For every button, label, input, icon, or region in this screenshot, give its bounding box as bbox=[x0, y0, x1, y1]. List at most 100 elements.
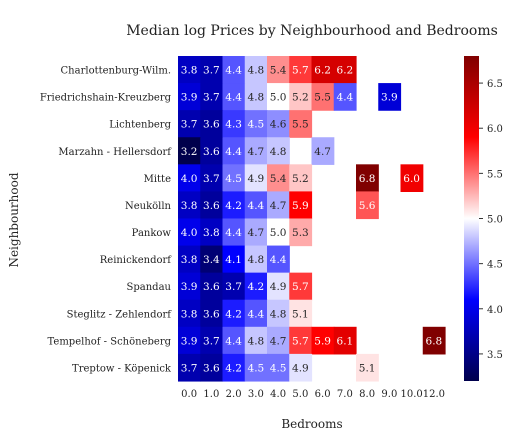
x-tick-label: 2.0 bbox=[226, 389, 242, 400]
cell-value-label: 5.2 bbox=[292, 173, 309, 185]
cell-value-label: 5.7 bbox=[292, 281, 309, 293]
cell-value-label: 5.7 bbox=[292, 335, 309, 347]
cell-value-label: 3.6 bbox=[203, 362, 220, 374]
cell-value-label: 4.8 bbox=[248, 65, 265, 77]
cell-value-label: 4.4 bbox=[225, 227, 242, 239]
cell-value-label: 3.6 bbox=[203, 200, 220, 212]
cell-value-label: 5.0 bbox=[270, 227, 287, 239]
x-tick-label: 10.0 bbox=[400, 389, 422, 400]
cell-value-label: 3.7 bbox=[203, 335, 220, 347]
cell-value-label: 4.7 bbox=[248, 227, 265, 239]
cell-value-label: 4.4 bbox=[225, 92, 242, 104]
cell-value-label: 3.8 bbox=[203, 227, 220, 239]
cell-value-label: 4.5 bbox=[248, 362, 265, 374]
x-tick-label: 9.0 bbox=[381, 389, 397, 400]
y-tick-label: Spandau bbox=[127, 282, 172, 293]
cell-value-label: 3.7 bbox=[203, 92, 220, 104]
cell-value-label: 4.4 bbox=[270, 254, 287, 266]
y-tick-label: Marzahn - Hellersdorf bbox=[58, 147, 172, 158]
y-tick-label: Lichtenberg bbox=[109, 120, 171, 131]
cell-value-label: 4.2 bbox=[225, 308, 242, 320]
y-tick-label: Treptow - Köpenick bbox=[72, 363, 172, 374]
cell-value-label: 4.4 bbox=[248, 200, 265, 212]
colorbar-tick-label: 6.0 bbox=[487, 124, 503, 135]
cell-value-label: 4.6 bbox=[270, 119, 287, 131]
cell-value-label: 4.5 bbox=[248, 119, 265, 131]
cell-value-label: 4.9 bbox=[248, 173, 265, 185]
cell-value-label: 3.7 bbox=[181, 119, 198, 131]
cell-value-label: 5.5 bbox=[314, 92, 331, 104]
cell-value-label: 3.9 bbox=[381, 92, 398, 104]
cell-value-label: 4.4 bbox=[225, 65, 242, 77]
x-tick-label: 3.0 bbox=[248, 389, 264, 400]
cell-value-label: 4.8 bbox=[248, 92, 265, 104]
cell-value-label: 4.9 bbox=[270, 281, 287, 293]
cell-value-label: 4.3 bbox=[225, 119, 242, 131]
cell-value-label: 3.7 bbox=[203, 173, 220, 185]
cell-value-label: 4.8 bbox=[270, 308, 287, 320]
cell-value-label: 4.0 bbox=[181, 227, 198, 239]
cell-value-label: 5.1 bbox=[359, 362, 376, 374]
colorbar-tick-label: 5.0 bbox=[487, 215, 503, 226]
cell-value-label: 3.8 bbox=[181, 200, 198, 212]
cell-value-label: 3.6 bbox=[203, 308, 220, 320]
y-tick-label: Mitte bbox=[144, 174, 171, 185]
y-tick-label: Pankow bbox=[132, 228, 172, 239]
cell-value-label: 5.1 bbox=[292, 308, 309, 320]
cell-value-label: 5.9 bbox=[314, 335, 331, 347]
cell-value-label: 5.0 bbox=[270, 92, 287, 104]
cell-value-label: 4.5 bbox=[270, 362, 287, 374]
cell-value-label: 4.5 bbox=[225, 173, 242, 185]
x-tick-label: 7.0 bbox=[337, 389, 353, 400]
cell-value-label: 4.8 bbox=[248, 335, 265, 347]
colorbar-tick-label: 5.5 bbox=[487, 169, 503, 180]
colorbar-tick-label: 3.5 bbox=[487, 350, 503, 361]
chart-title: Median log Prices by Neighbourhood and B… bbox=[126, 23, 498, 39]
cell-value-label: 3.7 bbox=[225, 281, 242, 293]
y-axis-label: Neighbourhood bbox=[7, 172, 21, 267]
colorbar-tick-label: 4.5 bbox=[487, 260, 503, 271]
cell-value-label: 5.7 bbox=[292, 65, 309, 77]
cell-value-label: 3.9 bbox=[181, 281, 198, 293]
cell-value-label: 4.4 bbox=[337, 92, 354, 104]
x-tick-labels: 0.0 1.0 2.0 3.0 4.0 5.0 6.0 7.0 8.0 9.0 10.0 12.0 bbox=[181, 389, 445, 400]
x-tick-label: 6.0 bbox=[315, 389, 331, 400]
cell-value-label: 5.3 bbox=[292, 227, 309, 239]
cell-value-label: 3.8 bbox=[181, 308, 198, 320]
x-tick-label: 8.0 bbox=[359, 389, 375, 400]
cell-value-label: 3.6 bbox=[203, 146, 220, 158]
y-tick-label: Charlottenburg-Wilm. bbox=[61, 66, 171, 77]
cell-value-label: 3.6 bbox=[203, 281, 220, 293]
x-tick-label: 1.0 bbox=[203, 389, 219, 400]
y-tick-label: Steglitz - Zehlendorf bbox=[67, 309, 173, 320]
cell-value-label: 3.7 bbox=[181, 362, 198, 374]
cell-value-label: 3.8 bbox=[181, 65, 198, 77]
cell-value-label: 4.2 bbox=[248, 281, 265, 293]
cell-value-label: 5.9 bbox=[292, 200, 309, 212]
cell-value-label: 6.2 bbox=[337, 65, 354, 77]
x-tick-label: 0.0 bbox=[181, 389, 197, 400]
cell-value-label: 5.6 bbox=[359, 200, 376, 212]
cell-value-label: 4.8 bbox=[248, 254, 265, 266]
y-tick-label: Tempelhof - Schöneberg bbox=[48, 336, 172, 347]
colorbar-tick-label: 4.0 bbox=[487, 305, 503, 316]
cell-value-label: 6.0 bbox=[403, 173, 420, 185]
colorbar: 3.5 4.0 4.5 5.0 5.5 6.0 6.5 bbox=[464, 56, 503, 381]
cell-value-label: 4.2 bbox=[225, 362, 242, 374]
colorbar-tick-label: 6.5 bbox=[487, 79, 503, 90]
cell-value-label: 4.4 bbox=[225, 146, 242, 158]
cell-value-label: 3.4 bbox=[203, 254, 220, 266]
cell-value-label: 6.1 bbox=[337, 335, 354, 347]
cell-value-label: 4.9 bbox=[292, 362, 309, 374]
heatmap-cells: 3.8 3.7 4.4 4.8 5.4 5.7 6.2 6.23.9 3.7 4.4 4.8 5.0 5… bbox=[178, 56, 446, 382]
x-tick-label: 12.0 bbox=[423, 389, 445, 400]
cell-value-label: 4.7 bbox=[270, 335, 287, 347]
x-tick-label: 4.0 bbox=[270, 389, 286, 400]
cell-value-label: 4.4 bbox=[225, 335, 242, 347]
cell-value-label: 4.0 bbox=[181, 173, 198, 185]
cell-value-label: 6.8 bbox=[359, 173, 376, 185]
y-tick-label: Neukölln bbox=[125, 201, 172, 212]
cell-value-label: 5.4 bbox=[270, 173, 287, 185]
cell-value-label: 6.8 bbox=[426, 335, 443, 347]
